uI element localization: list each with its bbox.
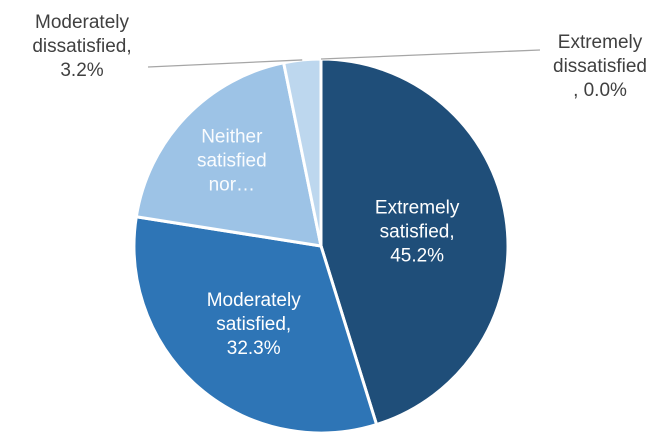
label-extremely-dissatisfied-line: , 0.0% (573, 80, 627, 101)
leader-lines (147, 49, 541, 68)
label-extremely-dissatisfied-line: dissatisfied (553, 56, 647, 77)
label-extremely-satisfied: Extremely satisfied, 45.2% (375, 197, 460, 266)
slice-extremely-satisfied (319, 57, 510, 427)
data-labels: Extremely satisfied, 45.2% Moderately satisf… (32, 12, 647, 359)
label-neither-satisfied-nor-dissatisfied-line: nor… (209, 175, 255, 196)
label-moderately-dissatisfied-line: dissatisfied, (32, 36, 131, 57)
slice-neither-satisfied-nor-dissatisfied (134, 60, 323, 248)
label-extremely-dissatisfied: Extremely dissatisfied , 0.0% (553, 32, 647, 101)
label-moderately-dissatisfied-line: 3.2% (60, 60, 103, 81)
label-moderately-dissatisfied-line: Moderately (35, 12, 129, 33)
label-extremely-satisfied-line: satisfied, (380, 221, 455, 242)
slice-moderately-satisfied (132, 215, 379, 432)
label-extremely-dissatisfied-line: Extremely (558, 32, 643, 53)
label-moderately-satisfied-line: Moderately (207, 290, 301, 311)
label-moderately-dissatisfied: Moderately dissatisfied, 3.2% (32, 12, 131, 81)
label-extremely-satisfied-line: Extremely (375, 197, 460, 218)
label-neither-satisfied-nor-dissatisfied: Neither satisfied nor… (197, 127, 267, 196)
label-moderately-satisfied-line: satisfied, (216, 314, 291, 335)
pie-slices (132, 57, 510, 432)
label-moderately-satisfied: Moderately satisfied, 32.3% (207, 290, 301, 359)
label-extremely-satisfied-line: 45.2% (390, 245, 444, 266)
leader-line-extremely-dissatisfied (320, 49, 541, 60)
leader-line-moderately-dissatisfied (147, 59, 303, 68)
label-moderately-satisfied-line: 32.3% (227, 338, 281, 359)
label-neither-satisfied-nor-dissatisfied-line: Neither (201, 127, 263, 148)
label-neither-satisfied-nor-dissatisfied-line: satisfied (197, 151, 267, 172)
